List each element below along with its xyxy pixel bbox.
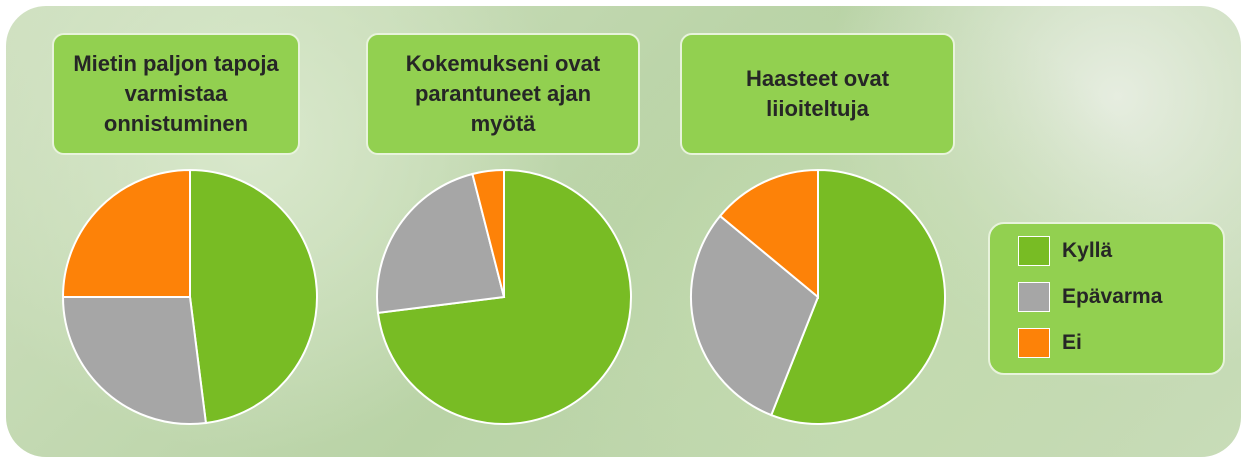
- pie-slice: [63, 170, 190, 297]
- legend-entry: Epävarma: [1018, 282, 1162, 312]
- legend: Kyllä Epävarma Ei: [988, 222, 1225, 375]
- chart-title: Mietin paljon tapoja varmistaa onnistumi…: [52, 33, 300, 155]
- page: Kyllä Epävarma Ei Mietin paljon tapoja var…: [0, 0, 1247, 463]
- legend-swatch: [1018, 328, 1050, 358]
- pie-slice: [63, 297, 206, 424]
- legend-swatch: [1018, 282, 1050, 312]
- pie-slice: [190, 170, 317, 423]
- legend-entry: Kyllä: [1018, 236, 1112, 266]
- legend-label: Epävarma: [1062, 285, 1162, 309]
- chart-title: Haasteet ovat liioiteltuja: [680, 33, 955, 155]
- legend-label: Kyllä: [1062, 239, 1112, 263]
- legend-label: Ei: [1062, 331, 1082, 355]
- legend-swatch: [1018, 236, 1050, 266]
- chart-title: Kokemukseni ovat parantuneet ajan myötä: [366, 33, 640, 155]
- legend-entry: Ei: [1018, 328, 1082, 358]
